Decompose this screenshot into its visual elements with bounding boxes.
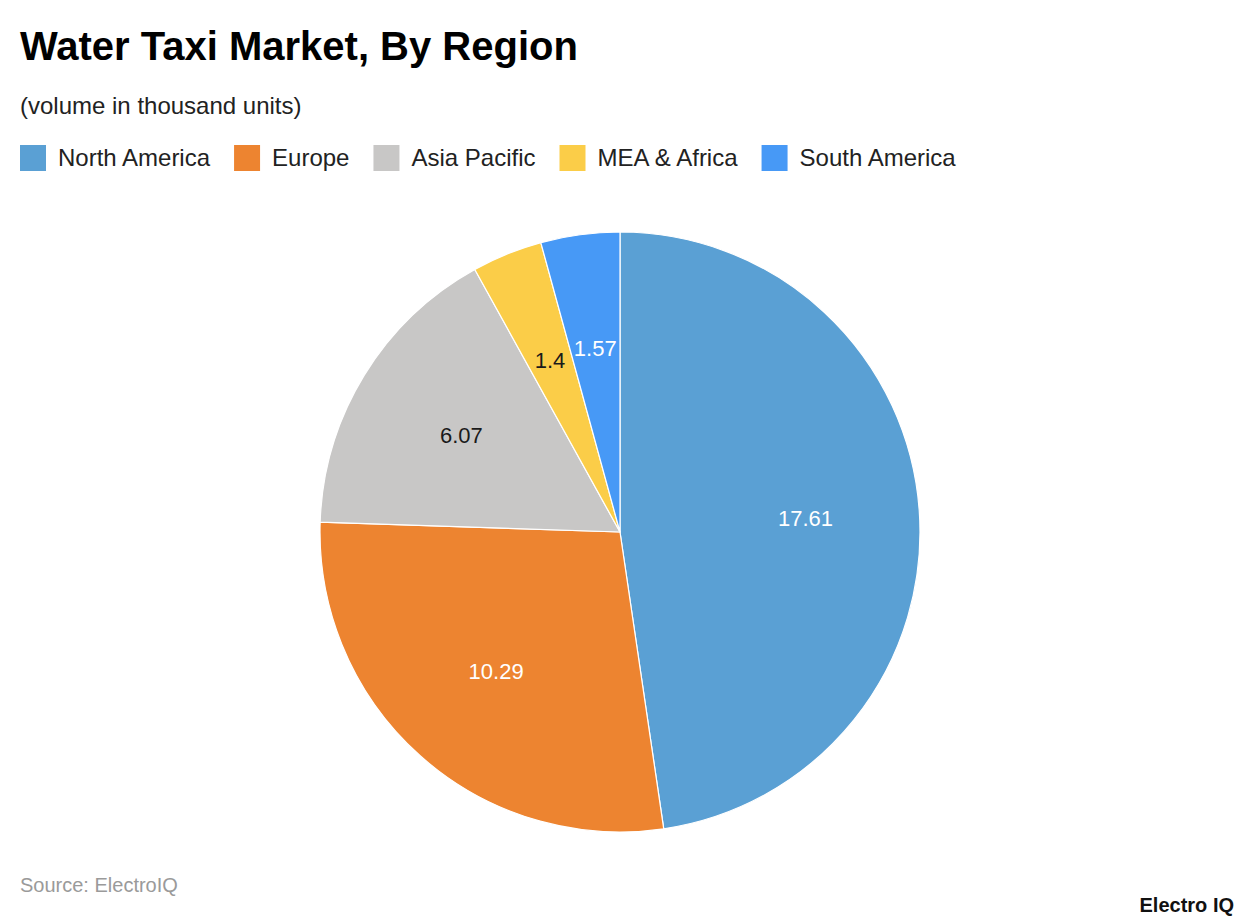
pie-slice [320, 522, 664, 832]
legend-label: North America [58, 144, 211, 171]
legend-swatch [234, 145, 260, 171]
pie-slice [541, 232, 620, 532]
legend-label: Europe [272, 144, 349, 171]
source: Source: ElectroIQ [20, 874, 178, 896]
legend-swatch [373, 145, 399, 171]
data-label: 10.29 [469, 659, 524, 684]
data-label: 6.07 [440, 423, 483, 448]
legend-label: MEA & Africa [598, 144, 739, 171]
legend-swatch [20, 145, 46, 171]
data-labels: 17.61 10.29 6.07 1.4 1.57 [440, 336, 833, 684]
subtitle: (volume in thousand units) [20, 92, 301, 119]
legend-swatch [762, 145, 788, 171]
data-label: 1.4 [535, 348, 566, 373]
slices [320, 232, 920, 832]
data-label: 1.57 [574, 336, 617, 361]
legend: North America Europe Asia Pacific MEA & Afr… [20, 144, 956, 171]
chart: Water Taxi Market, By Region (volume in t… [0, 0, 1240, 918]
pie-slice [620, 232, 920, 829]
legend-label: Asia Pacific [411, 144, 535, 171]
legend-label: South America [800, 144, 957, 171]
legend-swatch [560, 145, 586, 171]
data-label: 17.61 [778, 506, 833, 531]
title: Water Taxi Market, By Region [20, 24, 578, 68]
watermark: Electro IQ [1140, 894, 1234, 916]
